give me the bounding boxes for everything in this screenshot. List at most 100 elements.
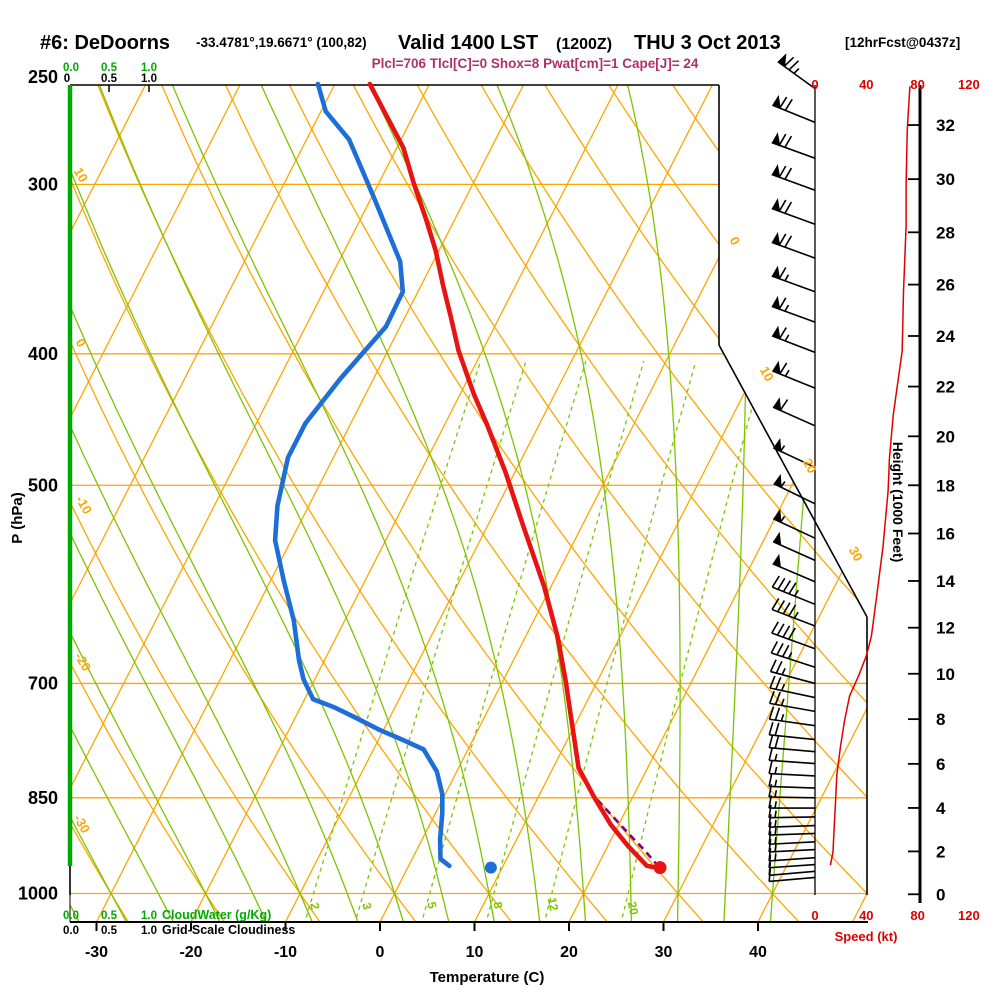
wind-barb — [771, 295, 816, 323]
wind-barb — [771, 575, 816, 606]
dry-adiabat-label: 0 — [73, 336, 90, 350]
cloudiness-scale-bottom: 1.0 — [141, 925, 157, 937]
wind-barb — [772, 553, 816, 583]
wind-barb — [770, 641, 816, 668]
cloudwater-scale-bottom: 1.0 — [141, 910, 157, 922]
forecast-tag: [12hrFcst@0437z] — [845, 35, 960, 50]
wind-barb — [769, 675, 816, 699]
pressure-tick-label: 400 — [28, 344, 58, 364]
temperature-tick-label: 10 — [466, 944, 484, 961]
pressure-tick-label: 250 — [28, 67, 58, 87]
height-tick-label: 16 — [936, 524, 955, 543]
temperature-tick-label: 0 — [376, 944, 385, 961]
height-axis-title: Height (1000 Feet) — [890, 442, 906, 563]
height-tick-label: 8 — [936, 710, 945, 729]
isotherm-label: 20 — [800, 456, 820, 476]
height-tick-label: 14 — [936, 572, 955, 591]
height-tick-label: 28 — [936, 223, 955, 242]
pressure-tick-label: 500 — [28, 475, 58, 495]
wind-barb — [771, 325, 816, 354]
station-coords: -33.4781°,19.6671° (100,82) — [196, 35, 367, 50]
cloudiness-scale-bottom: 0.0 — [63, 925, 79, 937]
temperature-axis-title: Temperature (C) — [430, 969, 545, 986]
station-title: #6: DeDoorns — [40, 32, 170, 54]
speed-tick-label-bottom: 120 — [958, 908, 980, 923]
wind-barb — [768, 773, 816, 789]
cloudwater-scale-top: 0.5 — [101, 62, 118, 74]
wind-barb — [768, 822, 816, 836]
wind-barb — [771, 164, 816, 191]
zulu-time: (1200Z) — [556, 36, 612, 53]
wind-barb — [768, 838, 816, 853]
height-tick-label: 6 — [936, 755, 945, 774]
temperature-tick-label: 40 — [749, 944, 767, 961]
wind-speed-curve — [829, 86, 911, 866]
isotherm-label: 30 — [846, 544, 866, 564]
wind-barb — [768, 690, 816, 713]
sounding-parameters: Plcl=706 Tlcl[C]=0 Shox=8 Pwat[cm]=1 Cap… — [372, 56, 699, 71]
mixing-ratio-lines — [303, 360, 766, 922]
speed-tick-label-bottom: 0 — [811, 908, 818, 923]
cloudwater-scale-top: 1.0 — [141, 62, 157, 74]
speed-tick-label-top: 80 — [910, 77, 924, 92]
wind-barb — [771, 132, 816, 160]
wind-barb — [768, 722, 816, 741]
mixing-ratio-label: 3 — [359, 901, 374, 911]
wind-barb — [772, 94, 816, 124]
speed-tick-label-top: 40 — [859, 77, 873, 92]
cloudiness-scale-top: 1.0 — [141, 73, 157, 85]
plot-borders — [69, 84, 868, 931]
wind-barb — [772, 360, 816, 389]
isotherm-lines — [70, 85, 867, 922]
cloudwater-scale-bottom: 0.0 — [63, 910, 79, 922]
temperature-tick-label: -30 — [85, 944, 108, 961]
wind-barb — [771, 621, 816, 650]
wind-barb — [768, 795, 815, 809]
dry-adiabat-label: -30 — [71, 812, 93, 836]
temperature-tick-label: 20 — [560, 944, 578, 961]
height-tick-label: 20 — [936, 427, 955, 446]
height-tick-label: 12 — [936, 619, 955, 638]
cloudwater-axis-title: CloudWater (g/Kg) — [162, 908, 271, 922]
wind-barb — [772, 531, 816, 562]
speed-tick-label-bottom: 80 — [910, 908, 924, 923]
height-tick-label: 22 — [936, 378, 955, 397]
moist-adiabat-lines — [70, 85, 838, 922]
height-tick-label: 10 — [936, 665, 955, 684]
height-tick-label: 32 — [936, 116, 955, 135]
cloudwater-scale-top: 0.0 — [63, 62, 79, 74]
mixing-ratio-label: 2 — [307, 901, 322, 911]
parcel-path — [596, 799, 658, 866]
height-tick-label: 2 — [936, 842, 945, 861]
valid-date: THU 3 Oct 2013 — [634, 32, 781, 54]
pressure-tick-label: 300 — [28, 174, 58, 194]
wind-barb — [772, 508, 816, 539]
wind-barb — [773, 473, 816, 505]
cloudiness-scale-bottom: 0.5 — [101, 925, 118, 937]
cloudiness-scale-top: 0 — [64, 73, 70, 85]
wind-barb — [768, 760, 816, 777]
cloudiness-scale-top: 0.5 — [101, 73, 118, 85]
cloudwater-scale-bottom: 0.5 — [101, 910, 118, 922]
height-tick-label: 26 — [936, 276, 955, 295]
temperature-tick-label: -20 — [179, 944, 202, 961]
temperature-tick-label: 30 — [655, 944, 673, 961]
speed-tick-label-bottom: 40 — [859, 908, 873, 923]
wind-barb — [768, 747, 816, 765]
surface-temperature-dot — [653, 861, 667, 875]
wind-barb — [768, 831, 816, 846]
speed-axis-title: Speed (kt) — [835, 929, 898, 944]
wind-barb — [771, 265, 816, 293]
temperature-tick-label: -10 — [274, 944, 297, 961]
wind-barb — [768, 868, 816, 883]
speed-tick-label-top: 120 — [958, 77, 980, 92]
speed-tick-label-top: 0 — [811, 77, 818, 92]
wind-barbs — [768, 53, 816, 883]
isotherm-label: 10 — [757, 364, 777, 384]
height-tick-label: 30 — [936, 170, 955, 189]
temperature-curve — [367, 81, 656, 870]
wind-barb — [768, 734, 816, 753]
wind-barb — [771, 232, 816, 259]
wind-barb — [771, 198, 816, 225]
